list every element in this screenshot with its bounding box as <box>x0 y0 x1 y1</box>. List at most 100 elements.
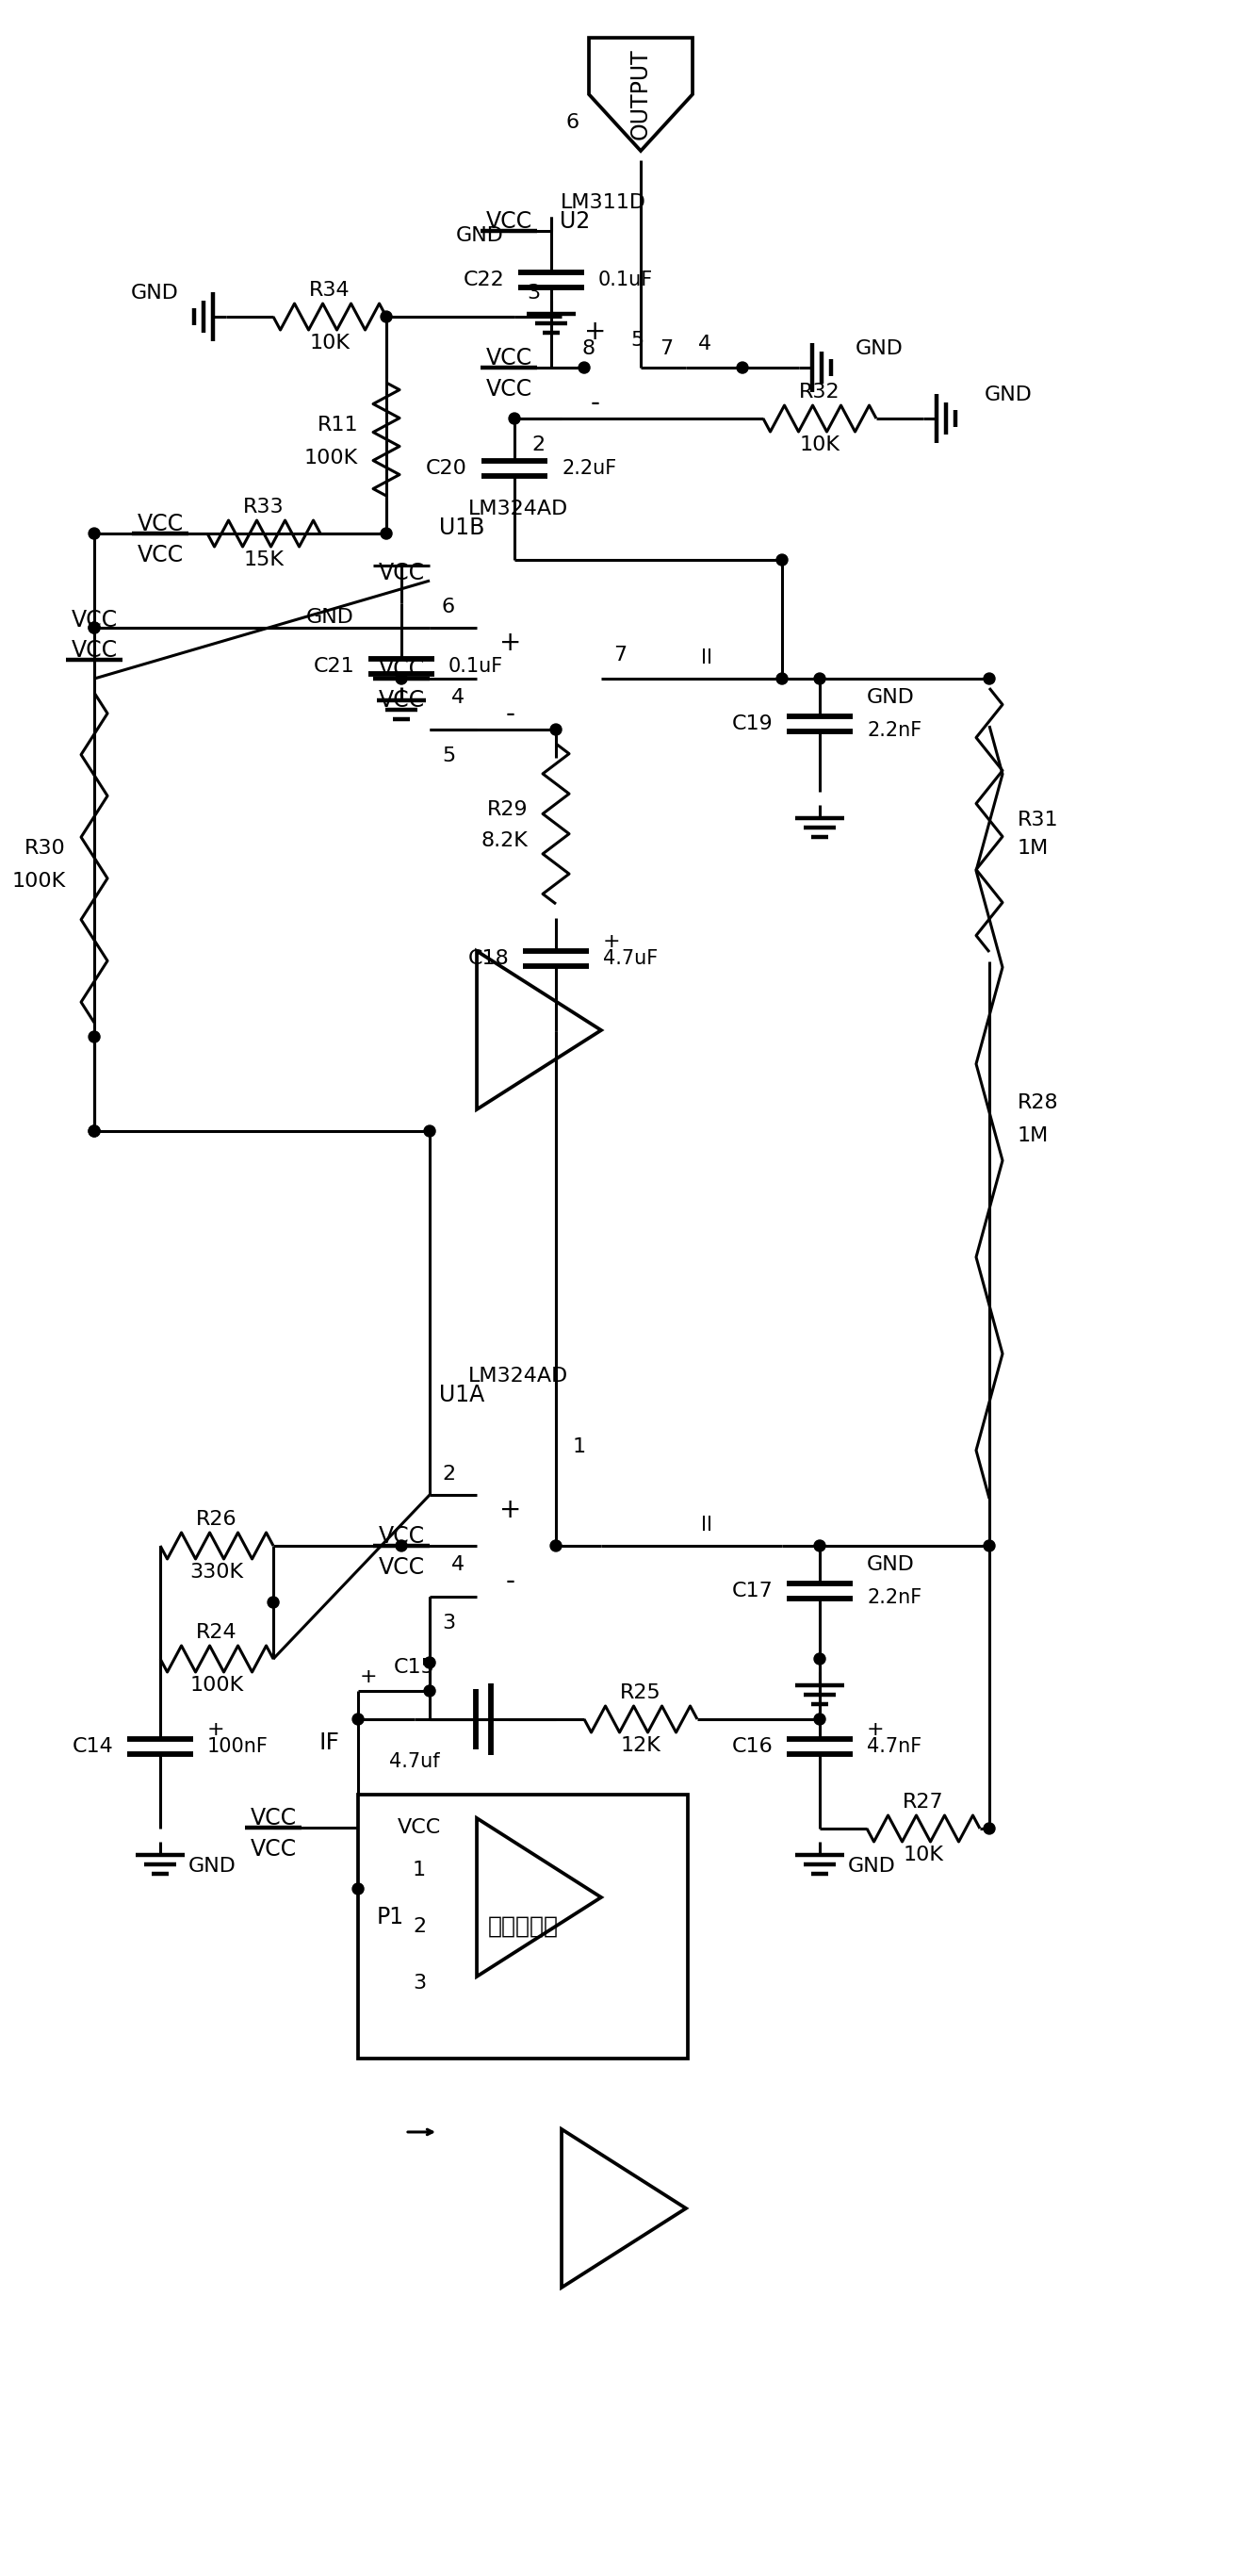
Text: C17: C17 <box>731 1582 773 1600</box>
Text: 2.2nF: 2.2nF <box>867 1589 922 1607</box>
Text: 8: 8 <box>582 340 596 358</box>
Text: R26: R26 <box>196 1510 238 1528</box>
Text: OUTPUT: OUTPUT <box>629 49 652 139</box>
Text: R33: R33 <box>243 497 285 518</box>
Text: 1: 1 <box>572 1437 586 1455</box>
Circle shape <box>814 1654 825 1664</box>
Circle shape <box>268 1597 279 1607</box>
Circle shape <box>777 554 788 567</box>
Text: 6: 6 <box>565 113 579 131</box>
Circle shape <box>984 672 995 685</box>
Text: 100K: 100K <box>304 448 358 469</box>
Text: 10K: 10K <box>903 1844 944 1865</box>
Circle shape <box>89 623 100 634</box>
Circle shape <box>814 672 825 685</box>
Circle shape <box>89 528 100 538</box>
Text: 100K: 100K <box>190 1677 244 1695</box>
Text: 7: 7 <box>659 340 673 358</box>
Circle shape <box>737 363 748 374</box>
Circle shape <box>395 1540 408 1551</box>
Circle shape <box>424 1656 435 1669</box>
Text: VCC: VCC <box>71 639 118 662</box>
Text: R28: R28 <box>1017 1092 1058 1113</box>
Text: C19: C19 <box>731 714 773 734</box>
Text: 3: 3 <box>413 1973 426 1991</box>
Circle shape <box>352 1883 364 1893</box>
Text: 1M: 1M <box>1017 840 1049 858</box>
Text: LM311D: LM311D <box>560 193 646 211</box>
Text: GND: GND <box>131 283 180 301</box>
Circle shape <box>89 1126 100 1136</box>
Circle shape <box>395 672 408 685</box>
Text: VCC: VCC <box>250 1806 296 1829</box>
Text: VCC: VCC <box>378 562 425 585</box>
Text: 3: 3 <box>442 1613 455 1633</box>
Text: VCC: VCC <box>486 379 532 402</box>
Text: VCC: VCC <box>250 1837 296 1860</box>
Text: 2: 2 <box>532 435 545 453</box>
Text: U1B: U1B <box>439 518 484 538</box>
Text: -: - <box>506 1569 515 1595</box>
Text: 4: 4 <box>698 335 711 353</box>
Text: 4.7uF: 4.7uF <box>603 948 658 969</box>
Circle shape <box>424 1126 435 1136</box>
Text: GND: GND <box>456 227 504 245</box>
Circle shape <box>89 623 100 634</box>
Text: C14: C14 <box>72 1736 113 1757</box>
Circle shape <box>352 1713 364 1726</box>
Text: II: II <box>701 1515 712 1535</box>
Text: C21: C21 <box>313 657 354 675</box>
Text: 4: 4 <box>451 1556 465 1574</box>
Text: R25: R25 <box>620 1682 662 1703</box>
Text: II: II <box>701 649 712 667</box>
Text: GND: GND <box>306 608 354 626</box>
Text: VCC: VCC <box>486 211 532 232</box>
Text: C20: C20 <box>426 459 467 479</box>
Text: R27: R27 <box>903 1793 944 1811</box>
Text: R31: R31 <box>1017 811 1058 829</box>
Text: 12K: 12K <box>621 1736 660 1754</box>
Text: LM324AD: LM324AD <box>468 1368 569 1386</box>
Text: -: - <box>506 701 515 726</box>
Text: VCC: VCC <box>138 544 183 567</box>
Text: 2.2nF: 2.2nF <box>867 721 922 739</box>
Text: GND: GND <box>188 1857 237 1875</box>
Text: C16: C16 <box>731 1736 773 1757</box>
Circle shape <box>777 672 788 685</box>
Text: 4.7uf: 4.7uf <box>389 1752 440 1772</box>
Text: P1: P1 <box>377 1906 404 1929</box>
Text: 1M: 1M <box>1017 1126 1049 1146</box>
Text: 1: 1 <box>413 1860 426 1880</box>
Text: U1A: U1A <box>439 1383 484 1406</box>
Text: U2: U2 <box>560 211 590 232</box>
Text: VCC: VCC <box>138 513 183 536</box>
Text: R24: R24 <box>196 1623 238 1641</box>
Text: -: - <box>591 389 600 417</box>
Text: R29: R29 <box>487 801 528 819</box>
Circle shape <box>984 1540 995 1551</box>
Text: VCC: VCC <box>398 1819 441 1837</box>
Text: LM324AD: LM324AD <box>468 500 569 518</box>
Text: 10K: 10K <box>799 435 840 453</box>
Text: 15K: 15K <box>244 551 284 569</box>
Text: +: + <box>499 631 522 657</box>
Text: GND: GND <box>867 688 914 706</box>
Text: 2: 2 <box>413 1917 426 1937</box>
Circle shape <box>550 724 561 734</box>
Text: R32: R32 <box>799 384 840 402</box>
Circle shape <box>424 1685 435 1698</box>
Text: VCC: VCC <box>71 608 118 631</box>
Circle shape <box>984 1824 995 1834</box>
Text: R11: R11 <box>317 415 358 435</box>
Text: VCC: VCC <box>378 1525 425 1548</box>
Text: 6: 6 <box>442 598 455 616</box>
Circle shape <box>814 1713 825 1726</box>
Circle shape <box>89 1126 100 1136</box>
Text: +: + <box>359 1667 377 1687</box>
Text: C22: C22 <box>463 270 504 289</box>
Text: R30: R30 <box>25 840 66 858</box>
Text: +: + <box>867 1721 885 1739</box>
Circle shape <box>380 312 392 322</box>
Text: +: + <box>207 1721 225 1739</box>
Circle shape <box>550 1540 561 1551</box>
